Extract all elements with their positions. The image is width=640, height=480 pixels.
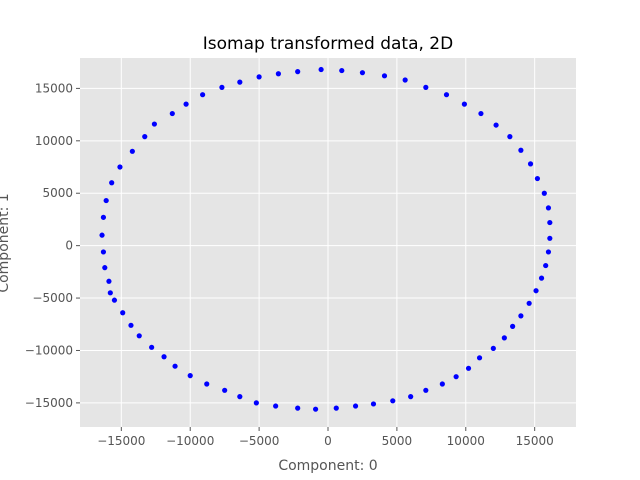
x-tick-label: 0 [324, 434, 332, 448]
data-point [439, 381, 445, 387]
y-axis-label: Component: 1 [0, 193, 12, 292]
data-point [102, 265, 108, 271]
data-point [543, 262, 549, 269]
data-point [149, 344, 155, 350]
data-point [359, 70, 366, 76]
y-tick-label: −5000 [32, 291, 73, 305]
data-point [313, 406, 319, 412]
data-point [295, 405, 301, 411]
data-point [128, 322, 134, 328]
data-point [111, 297, 118, 303]
data-point [275, 71, 281, 77]
data-point [541, 190, 547, 196]
data-point [526, 300, 532, 306]
data-point [461, 101, 467, 107]
y-tick-label: 0 [65, 239, 73, 253]
data-point [100, 214, 107, 220]
data-point [527, 161, 534, 167]
data-point [547, 219, 553, 226]
data-point [453, 374, 459, 380]
data-point [142, 134, 148, 140]
y-tick-label: 5000 [42, 186, 73, 200]
data-point [169, 110, 175, 117]
data-point [518, 147, 524, 153]
data-point [151, 121, 157, 127]
x-tick-label: 5000 [382, 434, 413, 448]
data-point [219, 84, 225, 90]
data-point [443, 92, 450, 98]
x-axis-label: Component: 0 [278, 458, 377, 474]
data-point [107, 290, 113, 296]
data-point [545, 205, 552, 211]
data-point [333, 405, 339, 411]
y-tick-label: −15000 [25, 396, 73, 410]
data-point [204, 381, 210, 387]
data-point [100, 249, 107, 255]
data-point [408, 393, 414, 400]
x-tick-label: −10000 [166, 434, 214, 448]
data-point [161, 354, 167, 360]
data-point [518, 313, 524, 319]
data-point [510, 323, 516, 329]
grid-lines [80, 58, 576, 427]
x-tick-label: −5000 [239, 434, 280, 448]
data-point [106, 278, 112, 284]
x-tick-label: 15000 [516, 434, 554, 448]
y-tick-label: −10000 [25, 343, 73, 357]
y-axis-ticks: −15000 −10000 −5000 0 5000 10000 15000 [25, 81, 80, 410]
data-point [381, 73, 388, 79]
data-point [187, 373, 193, 379]
data-point [370, 401, 377, 407]
x-tick-label: 10000 [447, 434, 485, 448]
data-point [478, 110, 484, 117]
data-point [273, 403, 279, 409]
data-point [253, 400, 259, 406]
data-point [534, 175, 541, 182]
chart-title: Isomap transformed data, 2D [203, 34, 453, 54]
data-point [423, 387, 429, 393]
x-axis-ticks: −15000 −10000 −5000 0 5000 10000 15000 [97, 427, 554, 448]
data-point [172, 363, 178, 369]
y-tick-label: 10000 [35, 134, 73, 148]
data-point [200, 92, 206, 98]
data-point [547, 235, 553, 241]
data-point [402, 77, 408, 83]
data-point [533, 288, 539, 294]
data-point [136, 333, 142, 339]
data-point [129, 148, 135, 154]
data-point [222, 387, 228, 393]
data-point [476, 355, 483, 361]
data-point [99, 232, 105, 238]
data-point [507, 134, 513, 140]
data-point [318, 66, 324, 73]
data-point [538, 275, 545, 281]
y-tick-label: 15000 [35, 81, 73, 95]
data-point [237, 79, 243, 85]
data-point [295, 69, 301, 75]
data-point [237, 393, 243, 400]
data-point [545, 249, 552, 255]
data-point [117, 164, 123, 170]
data-point [490, 345, 496, 351]
data-points [99, 66, 553, 412]
data-point [339, 67, 345, 74]
data-point [120, 310, 126, 316]
data-point [501, 335, 507, 341]
data-point [103, 197, 109, 204]
data-point [183, 101, 189, 107]
data-point [109, 180, 115, 186]
data-point [256, 74, 262, 80]
data-point [352, 403, 359, 409]
data-point [423, 84, 429, 90]
x-tick-label: −15000 [97, 434, 145, 448]
data-point [465, 365, 472, 371]
data-point [390, 398, 396, 404]
data-point [493, 122, 499, 128]
